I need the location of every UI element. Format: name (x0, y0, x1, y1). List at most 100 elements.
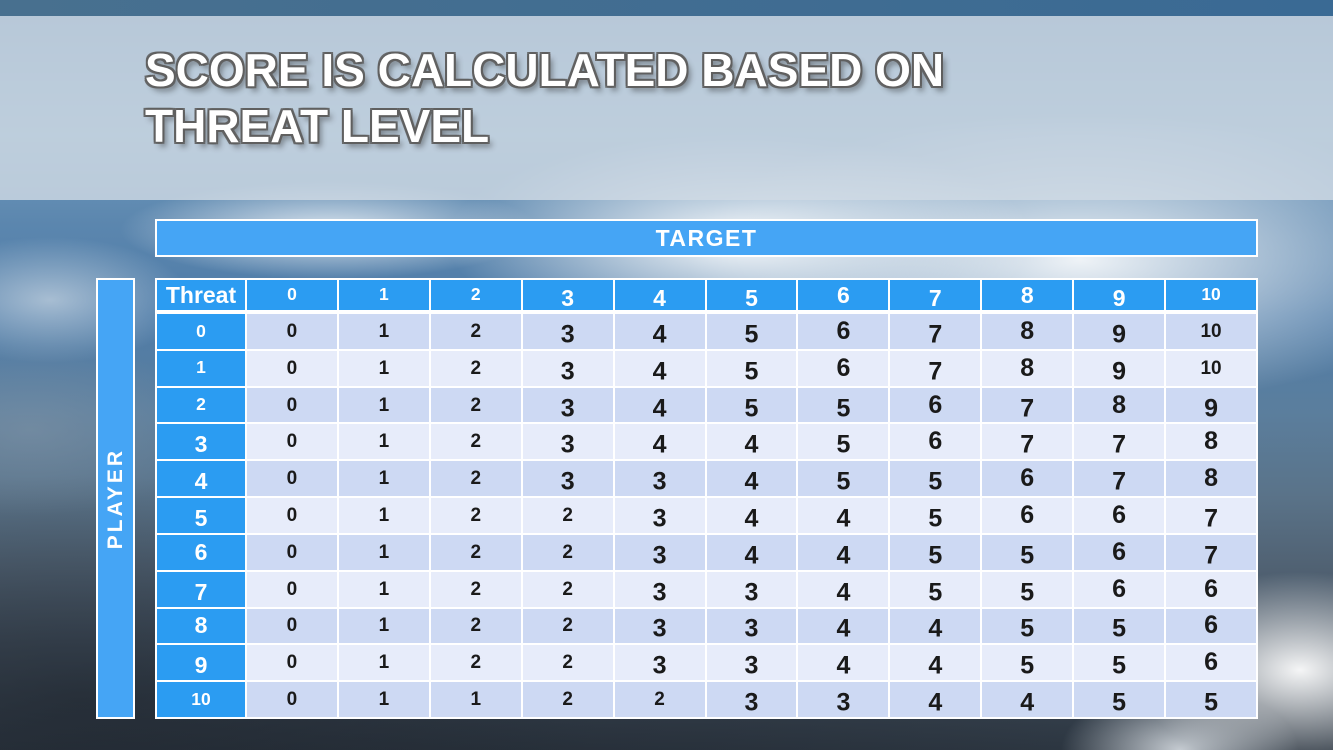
score-cell: 7 (1166, 498, 1256, 533)
score-cell: 5 (706, 387, 797, 423)
score-cell: 2 (522, 645, 613, 681)
score-cell: 0 (247, 498, 337, 533)
score-cell: 3 (614, 608, 705, 644)
score-cell: 5 (706, 314, 797, 349)
score-cell: 6 (798, 314, 889, 349)
score-cell: 3 (522, 387, 613, 423)
score-cell: 2 (430, 608, 521, 644)
score-cell: 5 (982, 645, 1073, 681)
score-cell: 3 (706, 608, 797, 644)
score-cell: 1 (338, 608, 429, 644)
column-header-cell: 7 (890, 280, 981, 312)
score-cell: 3 (522, 314, 613, 349)
score-cell: 1 (338, 571, 429, 607)
score-cell: 2 (430, 498, 521, 533)
target-header-bar: TARGET (155, 219, 1258, 257)
score-cell: 2 (522, 682, 613, 717)
score-cell: 3 (614, 498, 705, 533)
score-cell: 4 (614, 314, 705, 349)
score-cell: 5 (1074, 645, 1165, 681)
score-cell: 1 (338, 314, 429, 349)
player-label: PLAYER (103, 447, 127, 550)
score-cell: 6 (1166, 608, 1256, 644)
score-cell: 5 (798, 424, 889, 460)
top-accent-bar (0, 0, 1333, 16)
score-cell: 6 (1166, 645, 1256, 681)
score-cell: 5 (1166, 682, 1256, 717)
score-cell: 1 (338, 645, 429, 681)
score-table: Threat 0 1 2 3 4 5 6 7 8 9 1 0 0 0 1 2 3 4 5 6 7 8 9 1 0 1 0 1 2 3 4 5 6 7… (155, 278, 1258, 719)
score-cell: 2 (430, 534, 521, 570)
score-cell: 6 (890, 387, 981, 423)
score-cell: 2 (430, 314, 521, 349)
score-cell: 5 (890, 498, 981, 533)
row-header-cell: 9 (157, 645, 245, 681)
score-cell: 1 (338, 498, 429, 533)
score-cell: 4 (706, 498, 797, 533)
score-cell: 3 (614, 534, 705, 570)
score-cell: 8 (1166, 461, 1256, 497)
score-cell: 3 (798, 682, 889, 717)
score-cell: 5 (1074, 682, 1165, 717)
score-cell: 4 (706, 424, 797, 460)
score-cell: 4 (614, 350, 705, 386)
score-cell: 3 (522, 424, 613, 460)
column-header-cell: 5 (706, 280, 797, 312)
row-header-cell: 0 (157, 314, 245, 349)
score-cell: 3 (706, 682, 797, 717)
score-cell: 7 (982, 387, 1073, 423)
score-cell: 9 (1074, 314, 1165, 349)
score-cell: 7 (982, 424, 1073, 460)
score-cell: 4 (798, 571, 889, 607)
score-cell: 5 (890, 534, 981, 570)
score-cell: 7 (890, 314, 981, 349)
score-cell: 0 (247, 350, 337, 386)
score-cell: 8 (1166, 424, 1256, 460)
score-cell: 6 (982, 461, 1073, 497)
score-cell: 4 (706, 534, 797, 570)
score-cell: 2 (522, 498, 613, 533)
score-cell: 1 (430, 682, 521, 717)
score-cell: 5 (982, 608, 1073, 644)
row-header-cell: 2 (157, 387, 245, 423)
score-cell: 5 (706, 350, 797, 386)
score-cell: 6 (798, 350, 889, 386)
score-cell: 5 (982, 534, 1073, 570)
corner-header-threat: Threat (157, 280, 245, 312)
score-cell: 3 (614, 461, 705, 497)
score-cell: 5 (890, 461, 981, 497)
score-cell: 1 (338, 350, 429, 386)
score-cell: 6 (1074, 498, 1165, 533)
score-cell: 0 (247, 608, 337, 644)
score-cell: 4 (798, 645, 889, 681)
score-cell: 0 (247, 682, 337, 717)
score-cell: 3 (522, 461, 613, 497)
score-cell: 7 (890, 350, 981, 386)
score-cell: 3 (614, 571, 705, 607)
score-cell: 2 (430, 424, 521, 460)
column-header-cell: 6 (798, 280, 889, 312)
score-cell: 3 (614, 645, 705, 681)
score-cell: 2 (430, 350, 521, 386)
score-cell: 7 (1074, 461, 1165, 497)
score-cell: 0 (247, 424, 337, 460)
player-header-bar: PLAYER (96, 278, 135, 719)
target-label: TARGET (655, 224, 758, 251)
score-cell: 1 (338, 424, 429, 460)
score-cell: 5 (982, 571, 1073, 607)
score-cell: 2 (430, 645, 521, 681)
score-cell: 4 (890, 682, 981, 717)
score-cell: 4 (798, 608, 889, 644)
score-cell: 7 (1166, 534, 1256, 570)
score-cell: 9 (1166, 387, 1256, 423)
score-cell: 7 (1074, 424, 1165, 460)
score-cell: 0 (247, 387, 337, 423)
score-cell: 2 (522, 534, 613, 570)
column-header-cell: 3 (522, 280, 613, 312)
score-cell: 4 (798, 498, 889, 533)
score-cell: 2 (522, 571, 613, 607)
score-cell: 6 (982, 498, 1073, 533)
score-cell: 0 (247, 571, 337, 607)
